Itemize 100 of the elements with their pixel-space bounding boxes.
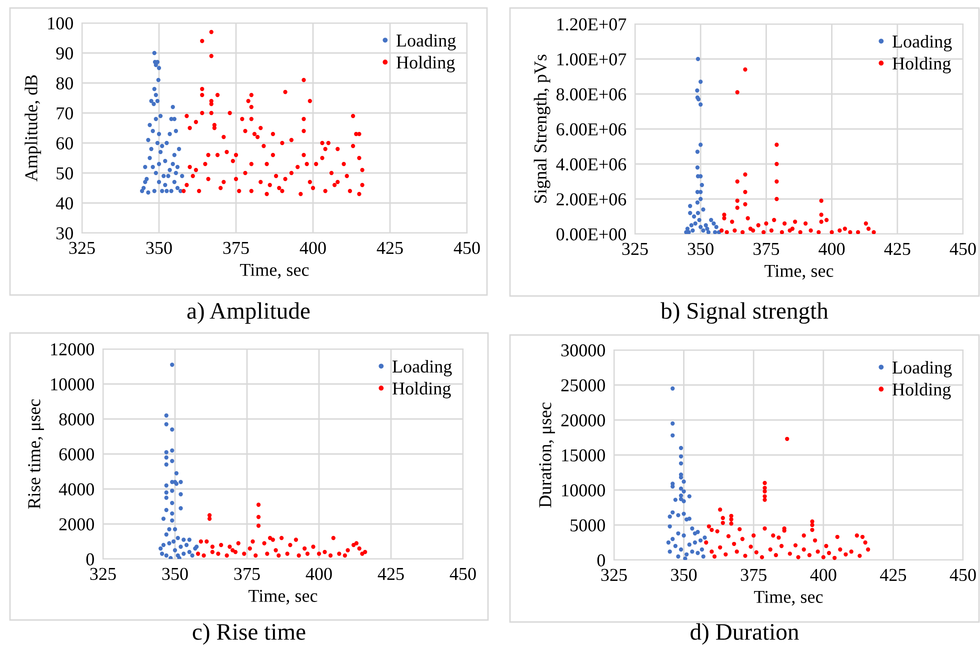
- point: [279, 536, 284, 540]
- y-tick-label: 6.00E+06: [556, 123, 626, 136]
- point: [864, 221, 868, 226]
- x-tick-label: 400: [818, 242, 845, 256]
- point: [698, 538, 703, 542]
- point: [174, 471, 179, 476]
- point: [740, 230, 745, 234]
- point: [698, 174, 703, 178]
- point: [705, 226, 710, 231]
- point: [296, 553, 301, 558]
- point: [164, 450, 168, 454]
- point: [302, 546, 307, 551]
- y-tick-label: 10000: [51, 378, 94, 390]
- point: [202, 553, 206, 558]
- point: [176, 146, 182, 152]
- point: [354, 541, 359, 546]
- y-axis-title: Rise time, μsec: [28, 399, 44, 509]
- x-tick-label: 325: [601, 568, 627, 582]
- point: [164, 140, 169, 146]
- point: [743, 67, 748, 72]
- point: [856, 230, 860, 234]
- point: [670, 536, 675, 542]
- point: [687, 542, 692, 547]
- point: [210, 544, 215, 549]
- x-tick-label: 325: [90, 568, 116, 580]
- point: [170, 162, 175, 166]
- point: [698, 224, 703, 230]
- point: [164, 483, 168, 488]
- point: [769, 228, 774, 233]
- point: [171, 539, 176, 544]
- point: [678, 486, 684, 491]
- y-tick-label: 30000: [561, 344, 605, 356]
- point: [792, 220, 798, 224]
- point: [676, 554, 680, 559]
- point: [684, 552, 689, 556]
- point: [670, 510, 675, 514]
- point: [164, 553, 168, 558]
- point: [174, 170, 178, 176]
- point: [146, 190, 150, 195]
- y-tick-label: 0: [597, 554, 605, 566]
- point: [256, 524, 261, 528]
- point: [682, 512, 686, 516]
- point: [756, 223, 760, 228]
- point: [682, 499, 686, 504]
- point: [697, 218, 702, 222]
- point: [683, 556, 688, 560]
- point: [678, 446, 684, 450]
- y-tick-label: 2.00E+06: [556, 193, 626, 206]
- point: [172, 180, 176, 184]
- point: [688, 210, 692, 216]
- point: [842, 226, 848, 231]
- point: [682, 533, 686, 538]
- point: [678, 497, 684, 502]
- text: c) Rise time: [192, 623, 306, 645]
- point: [166, 174, 170, 178]
- x-tick-label: 375: [740, 568, 766, 582]
- point: [774, 196, 779, 202]
- point: [698, 142, 703, 147]
- point: [824, 218, 829, 222]
- point: [160, 144, 164, 148]
- point: [150, 164, 155, 170]
- point: [735, 179, 740, 184]
- point: [270, 538, 276, 542]
- point: [722, 216, 726, 220]
- point: [156, 180, 162, 184]
- point: [254, 553, 258, 558]
- point: [163, 158, 168, 164]
- point: [666, 540, 671, 545]
- y-tick-label: 0: [86, 553, 94, 566]
- point: [285, 552, 290, 556]
- y-tick-label: 4000: [58, 483, 94, 496]
- point: [156, 162, 162, 166]
- point: [774, 142, 779, 147]
- point: [670, 386, 675, 391]
- point: [668, 524, 672, 528]
- point: [702, 536, 707, 540]
- point: [150, 128, 155, 134]
- point: [170, 427, 174, 432]
- point: [743, 172, 748, 177]
- point: [774, 179, 779, 184]
- point: [695, 165, 700, 170]
- point: [187, 550, 192, 554]
- y-tick-label: 1.00E+07: [557, 53, 626, 66]
- point: [228, 544, 232, 549]
- point: [690, 228, 695, 233]
- point: [790, 226, 795, 231]
- point: [673, 498, 678, 502]
- point: [732, 228, 737, 233]
- point: [670, 433, 675, 438]
- point: [342, 553, 348, 558]
- point: [164, 532, 168, 537]
- x-tick-label: 400: [300, 242, 326, 254]
- point: [696, 56, 700, 62]
- point: [207, 516, 212, 521]
- point: [184, 542, 189, 548]
- point: [170, 448, 174, 453]
- point: [152, 188, 156, 194]
- point: [748, 226, 753, 231]
- point: [774, 162, 779, 166]
- y-tick-label: 12000: [51, 343, 94, 356]
